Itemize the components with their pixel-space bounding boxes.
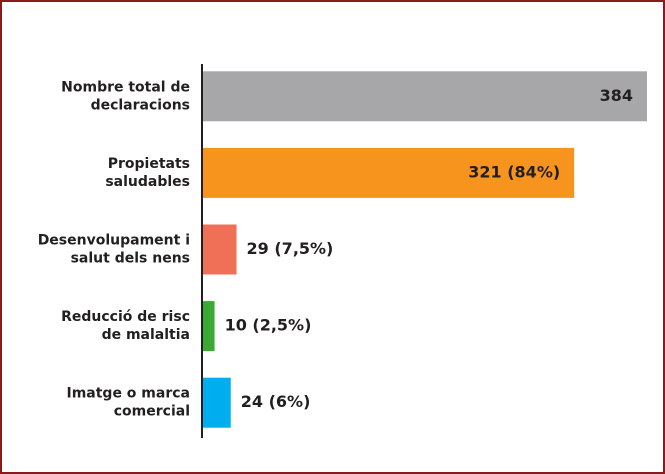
category-label: Imatge o marca comercial bbox=[66, 386, 190, 420]
bar bbox=[203, 377, 231, 428]
value-label: 384 bbox=[600, 86, 633, 105]
value-label: 10 (2,5%) bbox=[225, 316, 312, 335]
bar bbox=[203, 301, 215, 352]
category-label: Nombre total de declaracions bbox=[61, 79, 190, 113]
category-label: Reducció de risc de malaltia bbox=[61, 309, 190, 343]
category-label: Desenvolupament i salut dels nens bbox=[38, 233, 190, 267]
bar bbox=[203, 71, 647, 122]
value-label: 321 (84%) bbox=[468, 162, 560, 181]
value-label: 24 (6%) bbox=[241, 392, 311, 411]
value-label: 29 (7,5%) bbox=[247, 239, 334, 258]
bar bbox=[203, 224, 237, 275]
bar bbox=[203, 147, 575, 198]
category-label: Propietats saludables bbox=[105, 156, 190, 190]
